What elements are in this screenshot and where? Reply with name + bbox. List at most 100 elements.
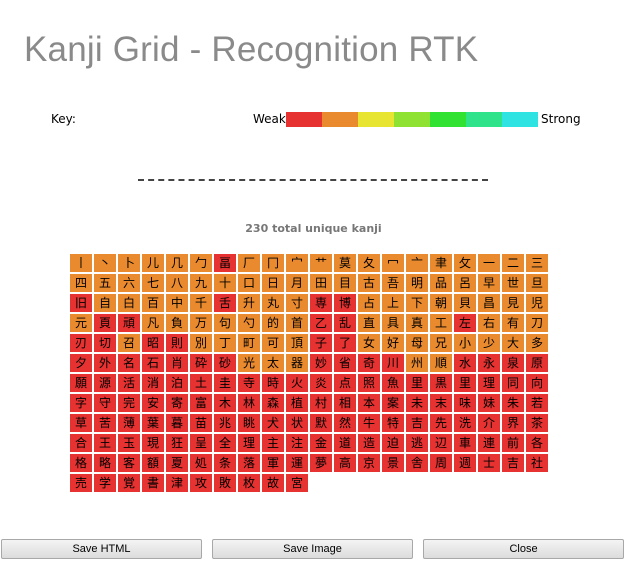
kanji-cell[interactable]: 津	[166, 474, 188, 492]
kanji-cell[interactable]: 全	[214, 434, 236, 452]
kanji-cell[interactable]: 完	[118, 394, 140, 412]
kanji-cell[interactable]: 特	[382, 414, 404, 432]
kanji-cell[interactable]: 枚	[238, 474, 260, 492]
kanji-cell[interactable]: 魚	[382, 374, 404, 392]
kanji-cell[interactable]: 吉	[406, 414, 428, 432]
kanji-cell[interactable]: 艹	[310, 254, 332, 272]
kanji-cell[interactable]: 水	[454, 354, 476, 372]
kanji-cell[interactable]: 九	[190, 274, 212, 292]
kanji-cell[interactable]: 主	[262, 434, 284, 452]
kanji-cell[interactable]: 朱	[502, 394, 524, 412]
kanji-cell[interactable]: 丸	[262, 294, 284, 312]
kanji-cell[interactable]: 向	[526, 374, 548, 392]
kanji-cell[interactable]: 注	[286, 434, 308, 452]
kanji-cell[interactable]: 句	[214, 314, 236, 332]
kanji-cell[interactable]: 土	[190, 374, 212, 392]
kanji-cell[interactable]: 冂	[262, 254, 284, 272]
kanji-cell[interactable]: 八	[166, 274, 188, 292]
save-html-button[interactable]: Save HTML	[1, 539, 202, 559]
kanji-cell[interactable]: 口	[238, 274, 260, 292]
kanji-cell[interactable]: 軍	[262, 454, 284, 472]
kanji-cell[interactable]: 太	[262, 354, 284, 372]
kanji-cell[interactable]: 負	[166, 314, 188, 332]
kanji-cell[interactable]: 宀	[286, 254, 308, 272]
kanji-cell[interactable]: 圭	[214, 374, 236, 392]
kanji-cell[interactable]: 具	[382, 314, 404, 332]
kanji-cell[interactable]: 連	[478, 434, 500, 452]
kanji-cell[interactable]: 森	[262, 394, 284, 412]
kanji-cell[interactable]: 木	[214, 394, 236, 412]
kanji-cell[interactable]: 前	[502, 434, 524, 452]
kanji-cell[interactable]: 京	[358, 454, 380, 472]
kanji-cell[interactable]: 三	[526, 254, 548, 272]
kanji-cell[interactable]: 寄	[166, 394, 188, 412]
kanji-cell[interactable]: 舌	[214, 294, 236, 312]
kanji-cell[interactable]: 有	[502, 314, 524, 332]
kanji-cell[interactable]: 名	[118, 354, 140, 372]
kanji-cell[interactable]: 児	[526, 294, 548, 312]
kanji-cell[interactable]: 寸	[286, 294, 308, 312]
kanji-cell[interactable]: 刀	[526, 314, 548, 332]
kanji-cell[interactable]: 消	[142, 374, 164, 392]
kanji-cell[interactable]: 然	[334, 414, 356, 432]
kanji-cell[interactable]: 召	[118, 334, 140, 352]
kanji-cell[interactable]: 丁	[214, 334, 236, 352]
kanji-cell[interactable]: 丶	[94, 254, 116, 272]
kanji-cell[interactable]: 順	[430, 354, 452, 372]
kanji-cell[interactable]: 専	[310, 294, 332, 312]
kanji-cell[interactable]: 売	[70, 474, 92, 492]
kanji-cell[interactable]: 母	[406, 334, 428, 352]
kanji-cell[interactable]: 処	[190, 454, 212, 472]
kanji-cell[interactable]: 厂	[238, 254, 260, 272]
kanji-cell[interactable]: 逃	[406, 434, 428, 452]
kanji-cell[interactable]: 攻	[190, 474, 212, 492]
kanji-cell[interactable]: 玉	[118, 434, 140, 452]
kanji-cell[interactable]: 則	[166, 334, 188, 352]
kanji-cell[interactable]: 界	[502, 414, 524, 432]
kanji-cell[interactable]: 乙	[310, 314, 332, 332]
kanji-cell[interactable]: 末	[430, 394, 452, 412]
kanji-cell[interactable]: 吉	[502, 454, 524, 472]
kanji-cell[interactable]: 真	[406, 314, 428, 332]
kanji-cell[interactable]: 聿	[430, 254, 452, 272]
kanji-cell[interactable]: 吾	[382, 274, 404, 292]
kanji-cell[interactable]: 子	[310, 334, 332, 352]
kanji-cell[interactable]: 客	[118, 454, 140, 472]
close-button[interactable]: Close	[423, 539, 624, 559]
kanji-cell[interactable]: 呈	[190, 434, 212, 452]
kanji-cell[interactable]: 夂	[358, 254, 380, 272]
kanji-cell[interactable]: 舎	[406, 454, 428, 472]
kanji-cell[interactable]: 好	[382, 334, 404, 352]
kanji-cell[interactable]: 刃	[70, 334, 92, 352]
kanji-cell[interactable]: 格	[70, 454, 92, 472]
kanji-cell[interactable]: 明	[406, 274, 428, 292]
kanji-cell[interactable]: 左	[454, 314, 476, 332]
kanji-cell[interactable]: 葉	[142, 414, 164, 432]
kanji-cell[interactable]: 升	[238, 294, 260, 312]
kanji-cell[interactable]: 世	[502, 274, 524, 292]
kanji-cell[interactable]: 百	[142, 294, 164, 312]
kanji-cell[interactable]: 一	[478, 254, 500, 272]
kanji-cell[interactable]: 敗	[214, 474, 236, 492]
kanji-cell[interactable]: 乱	[334, 314, 356, 332]
kanji-cell[interactable]: 古	[358, 274, 380, 292]
kanji-cell[interactable]: 字	[70, 394, 92, 412]
kanji-cell[interactable]: 省	[334, 354, 356, 372]
kanji-cell[interactable]: 相	[334, 394, 356, 412]
kanji-cell[interactable]: 千	[190, 294, 212, 312]
kanji-cell[interactable]: 社	[526, 454, 548, 472]
kanji-cell[interactable]: 理	[478, 374, 500, 392]
kanji-cell[interactable]: 案	[382, 394, 404, 412]
kanji-cell[interactable]: 万	[190, 314, 212, 332]
kanji-cell[interactable]: 故	[262, 474, 284, 492]
kanji-cell[interactable]: 光	[238, 354, 260, 372]
kanji-cell[interactable]: 兆	[214, 414, 236, 432]
kanji-cell[interactable]: 里	[454, 374, 476, 392]
kanji-cell[interactable]: 火	[286, 374, 308, 392]
kanji-cell[interactable]: 下	[406, 294, 428, 312]
kanji-cell[interactable]: 町	[238, 334, 260, 352]
kanji-cell[interactable]: 未	[406, 394, 428, 412]
kanji-cell[interactable]: 少	[478, 334, 500, 352]
kanji-cell[interactable]: 額	[142, 454, 164, 472]
kanji-cell[interactable]: 博	[334, 294, 356, 312]
